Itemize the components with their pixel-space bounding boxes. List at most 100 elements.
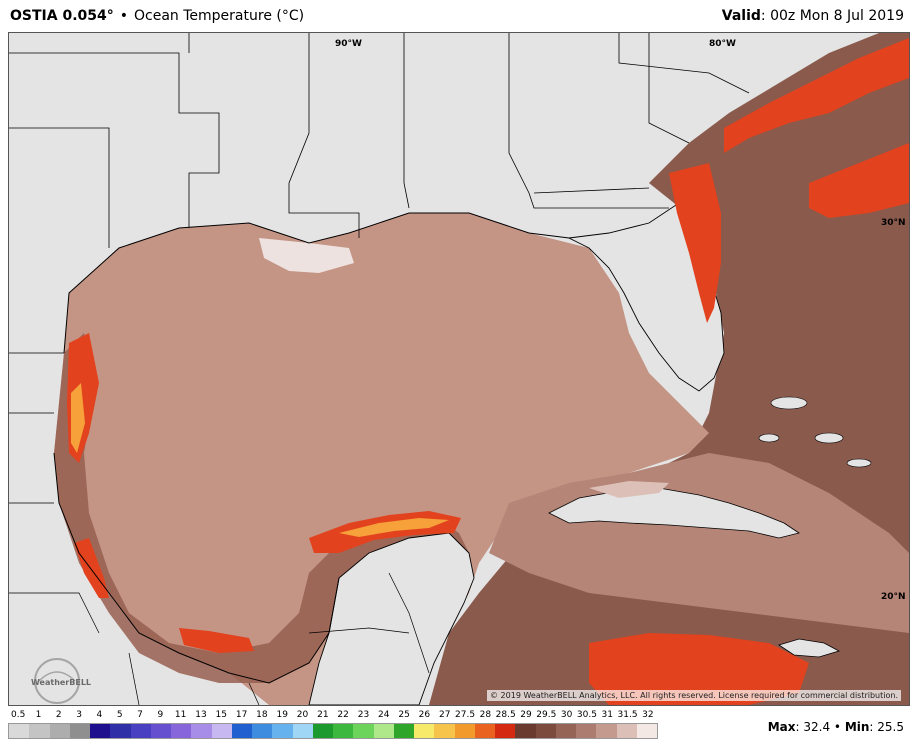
legend-swatch [393,724,414,738]
legend-tick-label: 27.5 [455,710,476,720]
texas-coast-warm-core [71,383,85,453]
legend-tick-label: 28 [479,710,492,720]
legend-tick-label: 4 [96,710,103,720]
valid-value: : 00z Mon 8 Jul 2019 [760,8,904,24]
legend-tick-label: 11 [174,710,187,720]
logo-text: WeatherBELL [31,678,91,687]
legend-swatch [9,724,30,738]
legend-swatch [434,724,455,738]
louisiana-shelf-cool [259,238,354,273]
legend-swatch [150,724,171,738]
mexico-coast-warm [74,538,109,598]
legend-swatch [353,724,374,738]
legend-tick-label: 21 [317,710,329,720]
legend-swatch [495,724,516,738]
legend-tick-label: 13 [195,710,207,720]
legend-tick-label: 3 [76,710,82,720]
lon-label-80w: 80°W [709,39,736,49]
caribbean-south-warm [589,633,809,705]
cuba-north-cool [589,481,669,498]
legend-tick-label: 2 [55,710,62,720]
legend-tick-label: 25 [398,710,410,720]
legend-swatch [555,724,576,738]
legend-swatch [596,724,617,738]
legend-swatch [333,724,354,738]
yucatan-land [308,532,475,705]
min-value: : 25.5 [869,720,904,734]
legend-tick-label: 5 [116,710,123,720]
legend-tick-label: 22 [337,710,349,720]
legend-swatch [312,724,333,738]
valid-label: Valid [721,8,761,24]
legend-swatch [252,724,273,738]
legend-swatch [373,724,394,738]
legend-tick-label: 20 [296,710,309,720]
legend-swatch [211,724,232,738]
legend-tick-label: 15 [215,710,228,720]
copyright-notice: © 2019 WeatherBELL Analytics, LLC. All r… [487,690,901,701]
legend-swatch [90,724,111,738]
max-label: Max [767,720,796,734]
gulf-of-mexico [54,213,709,705]
legend-tick-label: 9 [157,710,164,720]
title-separator: • [119,8,129,24]
legend-tick-label: 30.5 [576,710,597,720]
bahamas-islands [758,396,872,468]
legend-swatch [231,724,252,738]
legend-tick-label: 17 [235,710,248,720]
gulf-coastline [53,212,570,684]
map-title: OSTIA 0.054° • Ocean Temperature (°C) [10,8,304,24]
legend-tick-label: 24 [378,710,390,720]
legend-swatch [29,724,50,738]
state-borders [9,33,750,414]
legend-swatch [292,724,313,738]
legend-tick-label: 30 [560,710,573,720]
legend-swatch [69,724,90,738]
legend-tick-label: 32 [642,710,654,720]
legend-tick-label: 7 [137,710,143,720]
yucatan-south-warm [179,628,254,653]
legend-tick-label: 29 [520,710,532,720]
legend-tick-label: 18 [256,710,268,720]
campeche-warm-core [339,518,449,537]
legend-tick-label: 28.5 [495,710,516,720]
weatherbell-logo: WeatherBELL [27,655,97,705]
variable-title: Ocean Temperature (°C) [134,8,305,24]
legend-tick-label: 0.5 [10,710,26,720]
legend-swatch [191,724,212,738]
legend-tick-label: 29.5 [536,710,557,720]
legend-swatch [414,724,435,738]
lon-label-90w: 90°W [335,39,362,49]
model-name: OSTIA 0.054° [10,8,114,24]
legend-swatch [616,724,637,738]
valid-time: Valid: 00z Mon 8 Jul 2019 [722,8,904,24]
legend-tick-label: 31.5 [617,710,638,720]
max-min-stats: Max: 32.4 • Min: 25.5 [768,720,904,734]
legend-tick-label: 19 [276,710,288,720]
stats-separator: • [830,720,845,734]
sst-map[interactable]: 90°W 80°W 30°N 20°N WeatherBELL © 2019 W… [8,32,910,706]
legend-swatch [474,724,495,738]
min-label: Min [844,720,870,734]
legend-labels: 0.5 1 2 3 4 5 7 9 11 13 15 17 18 19 20 21 22 23 24 25 26 27 27… [8,710,658,722]
florida-east-warm [669,163,721,323]
legend-swatch [130,724,151,738]
legend-swatch [110,724,131,738]
legend-tick-label: 23 [357,710,370,720]
lat-label-20n: 20°N [881,592,906,602]
florida-land [567,202,725,392]
jamaica-island [778,638,841,658]
legend-swatch [171,724,192,738]
map-canvas: 90°W 80°W 30°N 20°N [9,33,909,705]
max-value: : 32.4 [795,720,831,734]
legend-swatch [515,724,536,738]
legend-swatch [272,724,293,738]
legend-swatch [535,724,556,738]
legend-swatch [49,724,70,738]
lat-label-30n: 30°N [881,218,906,228]
legend-tick-label: 27 [438,710,451,720]
color-legend: 0.5 1 2 3 4 5 7 9 11 13 15 17 18 19 20 21 22 23 24 25 26 27 27… [0,708,914,750]
legend-colorbar [8,723,658,739]
carolina-warm [724,38,909,153]
legend-swatch [454,724,475,738]
